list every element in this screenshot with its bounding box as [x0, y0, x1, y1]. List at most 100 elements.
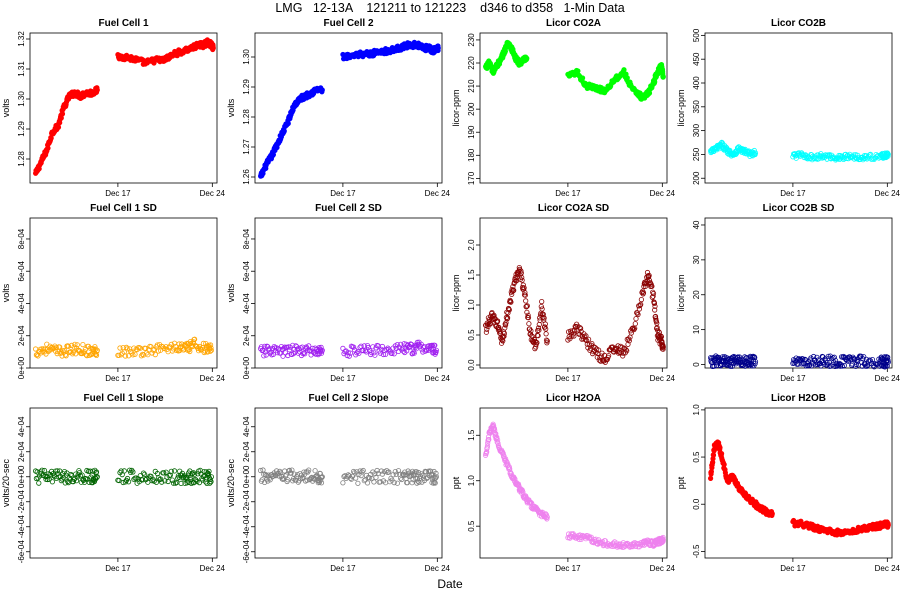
- data-point: [259, 477, 265, 483]
- data-point: [152, 352, 158, 358]
- figure-x-axis-label: Date: [437, 577, 463, 591]
- scatter-points: [257, 467, 439, 486]
- y-tick-label: 1.28: [242, 109, 251, 125]
- data-point: [832, 363, 838, 369]
- data-point: [192, 336, 198, 342]
- data-point: [117, 345, 123, 351]
- data-point: [500, 450, 506, 456]
- data-point: [524, 55, 530, 62]
- data-point: [523, 304, 530, 310]
- y-tick-label: 40: [692, 220, 701, 229]
- data-point: [799, 361, 805, 367]
- data-point: [660, 534, 666, 541]
- data-point: [208, 345, 214, 351]
- panel-title: Licor H2OA: [546, 393, 601, 404]
- data-point: [799, 356, 805, 362]
- data-point: [523, 298, 529, 304]
- data-point: [59, 476, 65, 482]
- y-tick-label: 1.5: [467, 429, 476, 441]
- data-point: [358, 473, 364, 479]
- data-point: [744, 355, 750, 361]
- data-point: [582, 337, 588, 343]
- data-point: [262, 471, 269, 478]
- y-tick-label: 220: [467, 56, 476, 70]
- y-tick-label: 180: [467, 148, 476, 162]
- scatter-points: [482, 39, 666, 102]
- data-point: [294, 474, 300, 480]
- scatter-points: [257, 339, 439, 359]
- plot-frame: [479, 32, 668, 184]
- figure-title: LMG 12-13A 121211 to 121223 d346 to d358…: [275, 1, 625, 15]
- data-point: [79, 472, 85, 478]
- data-point: [168, 468, 174, 474]
- x-tick-label: Dec 24: [875, 189, 900, 198]
- data-point: [637, 302, 643, 309]
- plot-frame: [254, 407, 443, 559]
- data-point: [494, 318, 501, 324]
- data-point: [543, 337, 550, 343]
- data-point: [398, 475, 404, 481]
- data-point: [885, 359, 891, 365]
- panel-licor-co2a-sd: Licor CO2A SD 0.0 0.5 1.0 1.5 2.0 licor-ppm Dec…: [450, 200, 676, 390]
- data-point: [524, 303, 530, 309]
- data-point: [319, 347, 325, 353]
- data-point: [433, 470, 439, 477]
- data-point: [171, 468, 178, 474]
- data-point: [646, 272, 652, 279]
- panel-fuel-cell-2-sd: Fuel Cell 2 SD 0e+00 2e-04 4e-04 6e-04 8e-04 v…: [225, 200, 451, 390]
- panel-title: Fuel Cell 2 SD: [315, 203, 382, 214]
- data-point: [92, 344, 98, 350]
- data-point: [384, 346, 390, 353]
- y-axis-label: volts: [1, 283, 11, 302]
- y-tick-label: 250: [692, 147, 701, 161]
- data-point: [717, 444, 723, 451]
- data-point: [149, 478, 155, 484]
- data-point: [59, 111, 66, 117]
- data-point: [614, 346, 620, 352]
- data-point: [360, 467, 366, 474]
- data-point: [54, 468, 60, 474]
- data-point: [483, 329, 490, 335]
- y-axis-label: volts/20-sec: [1, 458, 11, 507]
- data-point: [522, 292, 528, 298]
- data-point: [39, 467, 45, 473]
- plot-frame: [704, 32, 893, 184]
- x-tick-label: Dec 24: [425, 374, 451, 383]
- y-tick-label: 1.28: [17, 151, 26, 167]
- data-point: [53, 475, 60, 481]
- data-point: [208, 342, 214, 348]
- data-point: [318, 344, 324, 350]
- data-point: [353, 475, 359, 481]
- data-point: [94, 347, 100, 353]
- data-point: [308, 475, 314, 481]
- data-point: [539, 306, 545, 312]
- x-tick-label: Dec 17: [105, 564, 131, 573]
- y-tick-label: -2e-04: [242, 490, 251, 514]
- data-point: [432, 480, 438, 486]
- data-point: [885, 151, 891, 157]
- data-point: [867, 152, 873, 158]
- y-axis-label: volts/20-sec: [226, 458, 236, 507]
- y-tick-label: 1.30: [17, 91, 26, 107]
- data-point: [497, 328, 503, 334]
- data-point: [860, 356, 866, 362]
- data-point: [831, 354, 837, 360]
- y-tick-label: 0.5: [692, 451, 701, 463]
- data-point: [153, 479, 159, 485]
- data-point: [142, 471, 148, 477]
- data-point: [257, 467, 264, 474]
- plot-frame: [479, 407, 668, 559]
- data-point: [542, 321, 548, 327]
- y-tick-label: 200: [467, 102, 476, 116]
- data-point: [200, 340, 206, 346]
- data-point: [433, 347, 439, 353]
- data-point: [633, 316, 639, 322]
- y-tick-label: 0e+00: [17, 465, 26, 488]
- data-point: [541, 315, 547, 321]
- y-tick-label: 30: [692, 255, 701, 264]
- data-point: [824, 360, 830, 366]
- data-point: [94, 474, 100, 480]
- data-point: [145, 352, 151, 358]
- data-point: [185, 478, 191, 484]
- data-point: [121, 468, 127, 474]
